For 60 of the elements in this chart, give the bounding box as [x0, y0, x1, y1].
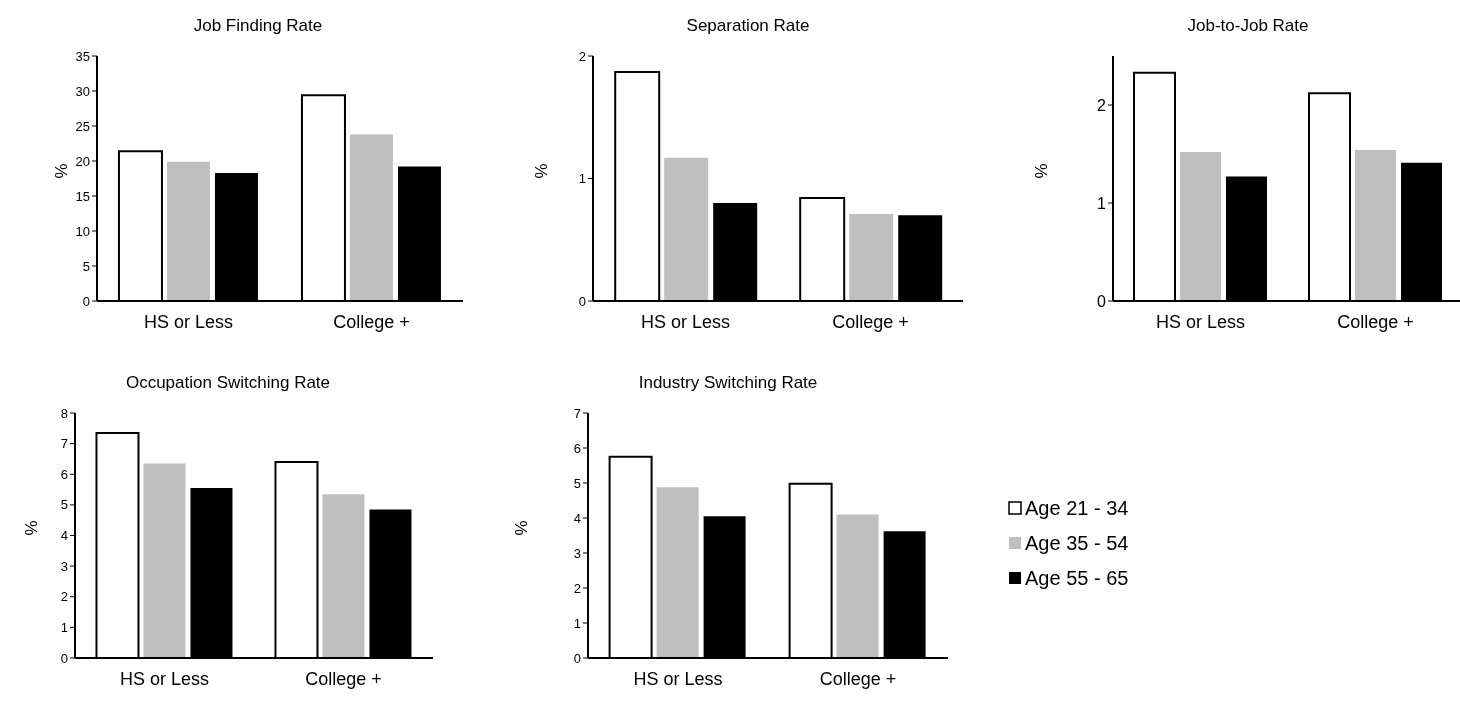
- y-tick-label: 10: [75, 223, 90, 239]
- legend-label: Age 55 - 65: [1025, 566, 1129, 590]
- x-tick-label: College +: [305, 668, 382, 689]
- chart-title: Separation Rate: [686, 16, 810, 35]
- y-tick-label: 2: [578, 48, 586, 64]
- chart-title: Industry Switching Rate: [638, 373, 818, 392]
- y-axis-title: %: [1032, 163, 1052, 179]
- y-axis-title: %: [512, 520, 532, 536]
- chart-title: Job Finding Rate: [193, 16, 323, 35]
- y-tick-label: 3: [573, 545, 581, 561]
- y-tick-label: 0: [60, 650, 68, 666]
- bar: [166, 161, 210, 301]
- y-tick-label: 5: [82, 258, 90, 274]
- y-tick-label: 6: [573, 440, 581, 456]
- y-tick-label: 2: [573, 580, 581, 596]
- x-tick-label: College +: [832, 311, 909, 332]
- y-tick-label: 7: [60, 436, 68, 452]
- x-tick-label: College +: [819, 668, 897, 689]
- y-tick-label: 6: [60, 466, 68, 482]
- legend-label: Age 21 - 34: [1025, 496, 1129, 520]
- y-tick-label: 8: [60, 405, 68, 421]
- y-tick-label: 35: [75, 48, 90, 64]
- y-tick-label: 0: [1097, 292, 1107, 310]
- y-axis-title: %: [532, 163, 552, 179]
- y-axis-title: %: [52, 163, 72, 179]
- y-tick-label: 4: [60, 528, 68, 544]
- y-tick-label: 0: [578, 293, 586, 309]
- y-tick-label: 20: [75, 153, 90, 169]
- y-tick-label: 1: [573, 615, 581, 631]
- y-axis-title: %: [22, 520, 42, 536]
- chart-title: Job-to-Job Rate: [1187, 16, 1309, 35]
- bar: [664, 157, 709, 301]
- x-tick-label: College +: [1337, 311, 1414, 332]
- x-tick-label: HS or Less: [633, 668, 723, 689]
- bar: [1180, 152, 1221, 301]
- y-tick-label: 1: [1097, 194, 1107, 212]
- y-tick-label: 7: [573, 405, 581, 421]
- x-tick-label: HS or Less: [640, 311, 731, 332]
- bar: [1355, 150, 1396, 301]
- y-tick-label: 1: [60, 619, 68, 635]
- y-tick-label: 30: [75, 83, 90, 99]
- y-tick-label: 4: [573, 510, 581, 526]
- y-tick-label: 3: [60, 558, 68, 574]
- legend-label: Age 35 - 54: [1025, 531, 1129, 555]
- x-tick-label: HS or Less: [143, 311, 234, 332]
- bar: [849, 214, 894, 301]
- y-tick-label: 2: [60, 589, 68, 605]
- y-tick-label: 15: [75, 188, 90, 204]
- x-tick-label: HS or Less: [119, 668, 210, 689]
- x-tick-label: HS or Less: [1155, 311, 1246, 332]
- bar: [349, 134, 393, 301]
- y-tick-label: 25: [75, 118, 90, 134]
- y-tick-label: 5: [573, 475, 581, 491]
- y-tick-label: 1: [578, 171, 586, 187]
- x-tick-label: College +: [333, 311, 410, 332]
- chart-title: Occupation Switching Rate: [125, 373, 331, 392]
- y-tick-label: 0: [573, 650, 581, 666]
- y-tick-label: 2: [1097, 96, 1107, 114]
- y-tick-label: 5: [60, 497, 68, 513]
- y-tick-label: 0: [82, 293, 90, 309]
